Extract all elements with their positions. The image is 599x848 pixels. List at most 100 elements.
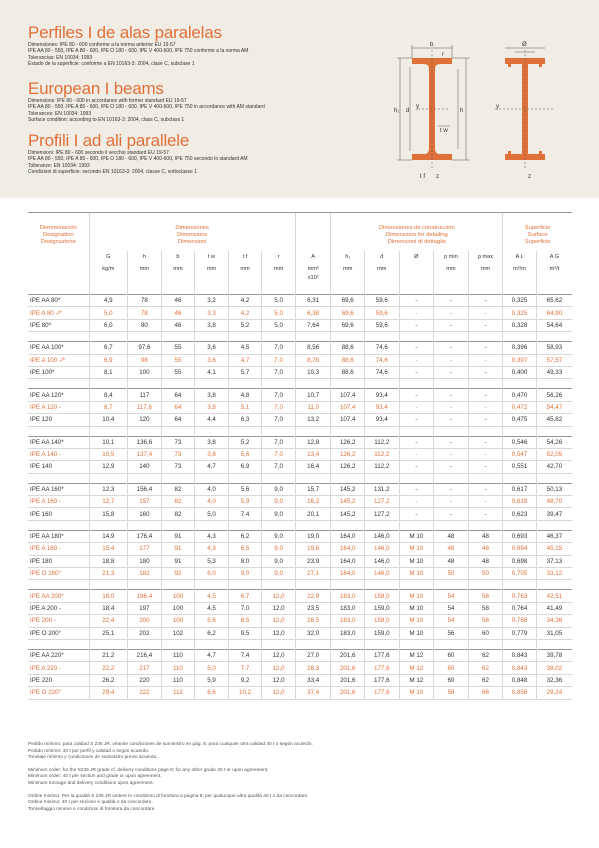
value-cell: 0,779: [502, 627, 537, 641]
section-english: European I beams Dimensions: IPE 80 - 60…: [28, 80, 265, 123]
value-cell: 28,5: [294, 614, 331, 628]
value-cell: 39,47: [535, 507, 572, 521]
value-cell: 3,8: [194, 401, 229, 415]
designation-cell: IPE A 160 -: [28, 495, 89, 509]
value-cell: 54,47: [535, 401, 572, 415]
value-cell: 7,0: [261, 341, 296, 355]
value-cell: 0,763: [502, 589, 537, 603]
value-cell: 7,0: [261, 388, 296, 402]
group-spacer: [28, 639, 572, 650]
value-cell: 0,325: [502, 306, 537, 320]
value-cell: 0,400: [502, 366, 537, 380]
value-cell: 5,1: [227, 401, 262, 415]
spacer-cell: [127, 331, 162, 342]
value-cell: 159,0: [364, 602, 400, 616]
value-cell: 46: [160, 293, 195, 308]
spacer-cell: [364, 473, 400, 484]
spacer-cell: [398, 520, 434, 531]
spacer-cell: [88, 473, 128, 484]
value-cell: M 10: [398, 542, 434, 556]
section-line: Dimensiones: IPE 80 - 600 conforme a la …: [28, 42, 176, 48]
value-cell: 100: [160, 602, 195, 616]
i-beam-cross-section-icon: b r h₁ d h y z t w t f y z Ø: [394, 42, 555, 180]
spacer-cell: [330, 520, 365, 531]
value-cell: 146,0: [364, 567, 400, 581]
value-cell: 183,0: [330, 602, 365, 616]
spacer-cell: [467, 285, 503, 295]
spacer-cell: [127, 426, 162, 437]
spacer-cell: [88, 639, 128, 650]
designation-cell: IPE A 200 -: [28, 602, 89, 616]
value-cell: 58,93: [535, 341, 572, 355]
spacer-cell: [330, 378, 365, 389]
value-cell: 3,2: [194, 293, 229, 308]
value-cell: 46: [160, 319, 195, 333]
value-cell: 3,8: [194, 435, 229, 449]
header-group-line: Surface: [527, 232, 548, 238]
value-cell: M 12: [398, 661, 434, 675]
value-cell: 25,1: [88, 627, 128, 641]
value-cell: 0,768: [502, 614, 537, 628]
header-symbol-cell: t f: [227, 251, 262, 263]
group-spacer: [28, 285, 572, 295]
header-unit-row: x10²: [28, 275, 572, 285]
designation-cell: IPE 100*: [28, 366, 89, 380]
header-unit-cell: [28, 263, 89, 275]
value-cell: 97,6: [127, 341, 162, 355]
value-cell: 54: [433, 614, 469, 628]
value-cell: 55: [160, 366, 195, 380]
value-cell: 54,26: [535, 435, 572, 449]
value-cell: 13,4: [294, 448, 331, 462]
spacer-cell: [194, 285, 229, 295]
value-cell: 110: [160, 661, 195, 675]
value-cell: 127,2: [364, 507, 400, 521]
header-group-construction: Dimensiones de construcción Dimensions fo…: [330, 212, 503, 251]
value-cell: 80: [127, 319, 162, 333]
value-cell: -: [433, 293, 469, 308]
value-cell: 136,6: [127, 435, 162, 449]
value-cell: 6,7: [227, 589, 262, 603]
value-cell: 27,0: [294, 648, 331, 663]
table-row: IPE A 100 -/* 6,9 98 55 3,6 4,7 7,0 8,78 88,6 74,…: [28, 354, 572, 367]
value-cell: 62: [467, 661, 503, 675]
note-line: Minimum tonnage and delivery conditions …: [28, 780, 154, 786]
designation-cell: IPE AA 200*: [28, 589, 89, 603]
value-cell: 7,0: [261, 413, 296, 427]
value-cell: 182: [127, 567, 162, 581]
section-spanish: Perfiles I de alas paralelas Dimensiones…: [28, 24, 248, 67]
value-cell: 58: [467, 614, 503, 628]
value-cell: 8,1: [88, 366, 128, 380]
spacer-cell: [330, 473, 365, 484]
value-cell: 12,7: [88, 495, 128, 509]
value-cell: 4,5: [227, 341, 262, 355]
value-cell: 201,6: [330, 648, 365, 663]
value-cell: 3,6: [194, 354, 229, 367]
value-cell: 110: [160, 674, 195, 688]
header-symbol-cell: t w: [194, 251, 229, 263]
value-cell: 146,0: [364, 529, 400, 544]
value-cell: -: [398, 354, 434, 367]
value-cell: 14,9: [88, 529, 128, 544]
value-cell: 216,4: [127, 648, 162, 663]
value-cell: 0,619: [502, 495, 537, 509]
spacer-cell: [194, 579, 229, 590]
value-cell: 48: [433, 542, 469, 556]
value-cell: 7,0: [227, 602, 262, 616]
section-title: Perfiles I de alas paralelas: [28, 23, 222, 42]
value-cell: M 10: [398, 567, 434, 581]
value-cell: 100: [160, 589, 195, 603]
spacer-cell: [294, 639, 331, 650]
label-y-right: y: [496, 104, 499, 110]
value-cell: 5,2: [227, 319, 262, 333]
value-cell: 117,6: [127, 401, 162, 415]
spacer-cell: [127, 473, 162, 484]
value-cell: 74,6: [364, 341, 400, 355]
value-cell: 15,4: [88, 542, 128, 556]
value-cell: 46,37: [535, 529, 572, 544]
table-row: IPE A 160 -12,7 157 82 4,0 5,9 9,0 16,2 145,2 12…: [28, 495, 572, 509]
spacer-cell: [433, 378, 469, 389]
designation-cell: IPE 140: [28, 460, 89, 474]
header-symbol-cell: r: [261, 251, 296, 263]
table-row: IPE AA 120* 8,4 117 64 3,8 4,8 7,0 10,7 107,4 93,…: [28, 388, 572, 402]
spacer-cell: [398, 473, 434, 484]
